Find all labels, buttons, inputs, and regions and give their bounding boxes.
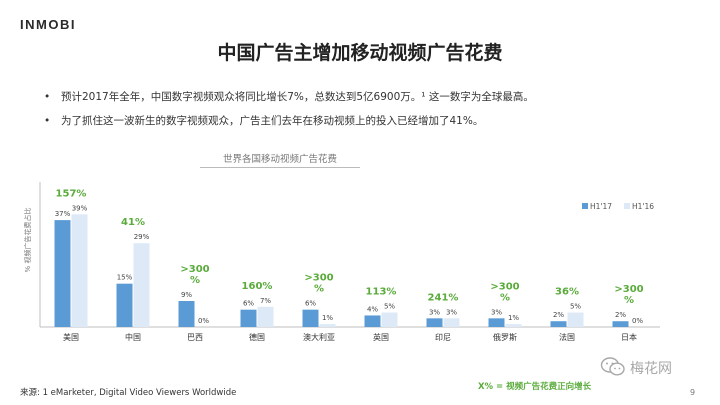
category-label: 澳大利亚	[303, 332, 335, 342]
growth-label: 41%	[121, 217, 145, 228]
data-label: 5%	[384, 303, 395, 311]
page-number: 9	[690, 388, 696, 397]
data-label: 0%	[632, 317, 643, 325]
growth-legend-note: X% = 视频广告花费正向增长	[478, 382, 592, 392]
y-axis-label: % 视频广告花费占比	[23, 208, 32, 273]
bullet-item: 为了抓住这一波新生的数字视频观众，广告主们去年在移动视频上的投入已经增加了41%…	[44, 114, 684, 128]
data-label: 6%	[305, 300, 316, 308]
data-label: 5%	[570, 303, 581, 311]
page-title: 中国广告主增加移动视频广告花费	[217, 42, 503, 64]
category-label: 中国	[125, 332, 141, 342]
bar-h1-17	[54, 220, 71, 327]
bar-h1-16	[257, 306, 274, 327]
growth-label: >300%	[490, 281, 519, 303]
bar-h1-16	[443, 318, 460, 327]
bar-h1-17	[488, 318, 505, 327]
growth-label: 36%	[555, 287, 579, 298]
category-label: 英国	[373, 332, 389, 342]
bar-h1-16	[381, 312, 398, 327]
growth-label: >300%	[180, 264, 209, 286]
bar-h1-17	[612, 321, 629, 327]
bar-h1-17	[116, 283, 133, 327]
bar-h1-17	[426, 318, 443, 327]
data-label: 1%	[322, 314, 333, 322]
watermark: 梅花网	[600, 356, 712, 378]
bar-h1-17	[240, 309, 257, 327]
data-label: 2%	[553, 311, 564, 319]
data-label: 9%	[181, 291, 192, 299]
wechat-icon	[600, 357, 625, 376]
bullet-list: 预计2017年全年，中国数字视频观众将同比增长7%，总数达到5亿6900万。¹ …	[44, 90, 684, 138]
growth-label: >300%	[304, 273, 333, 295]
data-label: 3%	[491, 308, 502, 316]
watermark-text: 梅花网	[630, 361, 672, 377]
legend-label: H1'17	[590, 202, 612, 211]
category-label: 巴西	[187, 333, 203, 342]
chart-title: 世界各国移动视频广告花费	[200, 151, 360, 168]
growth-label: >300%	[614, 284, 643, 306]
bullet-item: 预计2017年全年，中国数字视频观众将同比增长7%，总数达到5亿6900万。¹ …	[44, 90, 684, 104]
data-label: 3%	[429, 308, 440, 316]
bar-h1-17	[364, 315, 381, 327]
bar-h1-17	[550, 321, 567, 327]
bar-h1-17	[178, 301, 195, 327]
data-label: 6%	[243, 300, 254, 308]
data-label: 4%	[367, 305, 378, 313]
growth-label: 241%	[428, 292, 459, 303]
category-label: 美国	[63, 332, 79, 342]
bar-h1-17	[302, 309, 319, 327]
category-label: 印尼	[435, 333, 451, 342]
data-label: 3%	[446, 308, 457, 316]
category-label: 法国	[559, 332, 575, 342]
category-label: 日本	[621, 332, 637, 342]
growth-label: 157%	[56, 188, 87, 199]
inmobi-logo: INMOBI	[20, 17, 76, 32]
source-note: 来源: 1 eMarketer, Digital Video Viewers W…	[20, 388, 237, 398]
bar-h1-16	[133, 243, 150, 327]
data-label: 0%	[198, 317, 209, 325]
category-label: 德国	[249, 332, 265, 342]
legend-label: H1'16	[632, 202, 654, 211]
legend-swatch	[582, 203, 588, 209]
legend-swatch	[624, 203, 630, 209]
bar-chart: % 视频广告花费占比 37%39% 美国 157% 15% 29% 中国 41% 9% 0% 巴西 >…	[23, 182, 660, 342]
bar-h1-16	[567, 312, 584, 327]
data-label: 1%	[508, 314, 519, 322]
data-label: 2%	[615, 311, 626, 319]
growth-label: 113%	[366, 287, 397, 298]
growth-label: 160%	[242, 281, 273, 292]
bar-h1-16	[505, 324, 522, 327]
bar-h1-16	[71, 214, 88, 327]
data-label: 29%	[134, 233, 150, 241]
data-label: 15%	[117, 274, 133, 282]
data-label: 39%	[72, 204, 88, 212]
data-label: 37%	[55, 210, 71, 218]
bar-h1-16	[319, 324, 336, 327]
category-label: 俄罗斯	[493, 332, 517, 342]
data-label: 7%	[260, 297, 271, 305]
